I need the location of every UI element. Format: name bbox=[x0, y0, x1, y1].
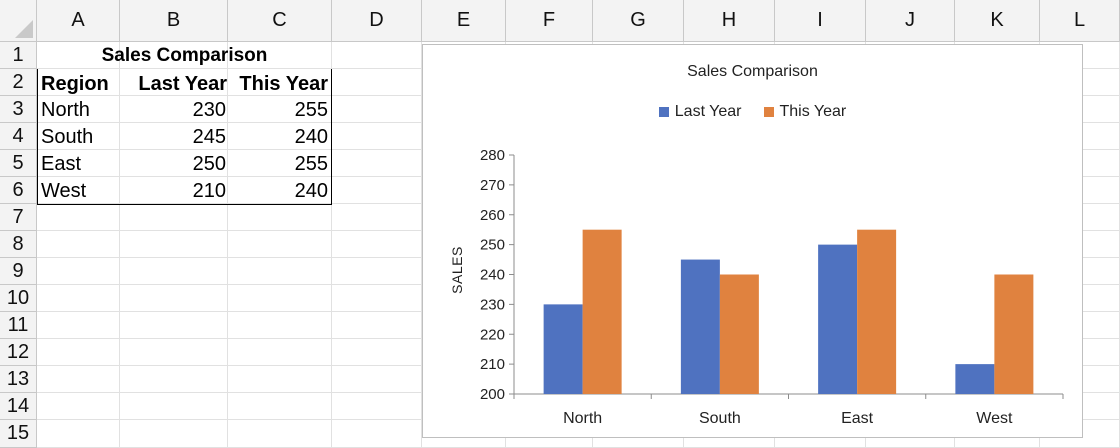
row-header-8[interactable]: 8 bbox=[0, 231, 37, 258]
header-region[interactable]: Region bbox=[41, 73, 109, 95]
bar-last-year-east bbox=[818, 244, 858, 394]
legend-label-last-year: Last Year bbox=[674, 103, 742, 120]
row-header-12[interactable]: 12 bbox=[0, 339, 37, 366]
column-header-l[interactable]: L bbox=[1040, 0, 1120, 42]
cell-last-year[interactable]: 250 bbox=[192, 153, 226, 175]
cell-region[interactable]: South bbox=[41, 126, 94, 148]
y-tick-label: 260 bbox=[480, 207, 505, 224]
bar-this-year-west bbox=[994, 274, 1034, 394]
chart-legend: Last Year This Year bbox=[423, 103, 1082, 121]
row-header-4[interactable]: 4 bbox=[0, 123, 37, 150]
column-header-d[interactable]: D bbox=[332, 0, 422, 42]
chart-title: Sales Comparison bbox=[687, 63, 818, 80]
table-border-right bbox=[331, 69, 332, 205]
column-header-e[interactable]: E bbox=[422, 0, 506, 42]
bar-this-year-north bbox=[582, 229, 622, 394]
grid-column-line bbox=[119, 42, 120, 448]
column-header-g[interactable]: G bbox=[593, 0, 684, 42]
legend-swatch-this-year bbox=[763, 107, 774, 117]
legend-label-this-year: This Year bbox=[779, 103, 847, 120]
x-tick-label-north: North bbox=[563, 410, 602, 427]
cell-this-year[interactable]: 240 bbox=[294, 126, 328, 148]
x-tick-label-east: East bbox=[841, 410, 874, 427]
column-header-c[interactable]: C bbox=[228, 0, 332, 42]
cell-region[interactable]: West bbox=[41, 180, 87, 202]
bar-this-year-south bbox=[719, 274, 759, 394]
cell-this-year[interactable]: 255 bbox=[294, 153, 328, 175]
y-tick-label: 210 bbox=[480, 356, 505, 373]
chart-plot: 200 210 220 230 240 250 260 270 280 North South Eas… bbox=[480, 147, 1064, 427]
row-header-6[interactable]: 6 bbox=[0, 177, 37, 204]
legend-item-last-year: Last Year bbox=[658, 103, 742, 121]
x-tick-label-west: West bbox=[976, 410, 1013, 427]
cell-this-year[interactable]: 255 bbox=[294, 99, 328, 121]
row-header-5[interactable]: 5 bbox=[0, 150, 37, 177]
grid-column-line bbox=[227, 42, 228, 448]
row-header-7[interactable]: 7 bbox=[0, 204, 37, 231]
header-this-year[interactable]: This Year bbox=[239, 73, 328, 95]
y-tick-label: 240 bbox=[480, 267, 505, 284]
bar-last-year-north bbox=[543, 304, 583, 394]
bar-last-year-west bbox=[955, 364, 995, 394]
row-header-9[interactable]: 9 bbox=[0, 258, 37, 285]
cell-this-year[interactable]: 240 bbox=[294, 180, 328, 202]
row-header-13[interactable]: 13 bbox=[0, 366, 37, 393]
cell-region[interactable]: North bbox=[41, 99, 90, 121]
row-header-14[interactable]: 14 bbox=[0, 393, 37, 420]
column-header-k[interactable]: K bbox=[955, 0, 1040, 42]
y-tick-label: 230 bbox=[480, 296, 505, 313]
legend-item-this-year: This Year bbox=[763, 103, 847, 121]
row-header-10[interactable]: 10 bbox=[0, 285, 37, 312]
cell-last-year[interactable]: 210 bbox=[192, 180, 226, 202]
select-all-triangle-icon bbox=[15, 20, 33, 38]
table-border-bottom bbox=[37, 204, 332, 205]
table-border-left bbox=[37, 69, 38, 205]
select-all-corner[interactable] bbox=[0, 0, 37, 42]
row-header-1[interactable]: 1 bbox=[0, 42, 37, 69]
row-header-3[interactable]: 3 bbox=[0, 96, 37, 123]
y-tick-label: 280 bbox=[480, 147, 505, 164]
header-last-year[interactable]: Last Year bbox=[138, 73, 227, 95]
column-header-a[interactable]: A bbox=[37, 0, 120, 42]
column-header-i[interactable]: I bbox=[775, 0, 866, 42]
column-header-f[interactable]: F bbox=[506, 0, 593, 42]
cell-last-year[interactable]: 245 bbox=[192, 126, 226, 148]
y-tick-label: 270 bbox=[480, 177, 505, 194]
table-title[interactable]: Sales Comparison bbox=[101, 45, 268, 66]
y-tick-label: 220 bbox=[480, 326, 505, 343]
y-tick-label: 200 bbox=[480, 386, 505, 403]
row-header-15[interactable]: 15 bbox=[0, 420, 37, 448]
sales-chart[interactable]: Sales Comparison Last Year This Year SAL… bbox=[422, 44, 1083, 438]
row-header-11[interactable]: 11 bbox=[0, 312, 37, 339]
y-tick-label: 250 bbox=[480, 237, 505, 254]
x-tick-label-south: South bbox=[699, 410, 741, 427]
column-header-b[interactable]: B bbox=[120, 0, 228, 42]
grid-column-line bbox=[421, 42, 422, 448]
cell-last-year[interactable]: 230 bbox=[192, 99, 226, 121]
column-header-j[interactable]: J bbox=[866, 0, 955, 42]
row-header-2[interactable]: 2 bbox=[0, 69, 37, 96]
column-header-h[interactable]: H bbox=[684, 0, 775, 42]
bar-last-year-south bbox=[680, 259, 720, 394]
cell-region[interactable]: East bbox=[41, 153, 82, 175]
grid-column-line bbox=[331, 42, 332, 448]
bar-this-year-east bbox=[857, 229, 897, 394]
legend-swatch-last-year bbox=[658, 107, 669, 117]
